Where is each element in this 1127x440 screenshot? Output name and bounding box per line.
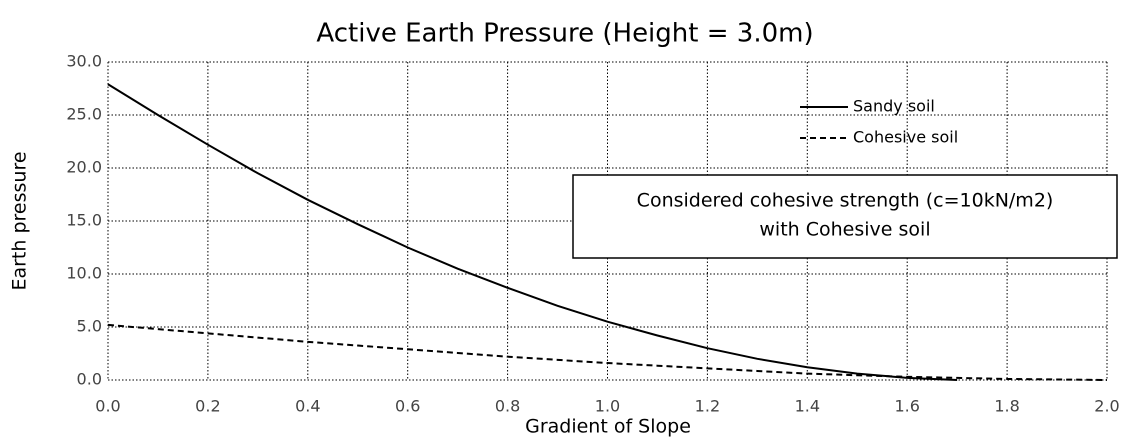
y-tick-label: 30.0 [66, 52, 102, 71]
x-tick-label: 0.8 [495, 397, 520, 416]
x-tick-label: 1.0 [595, 397, 620, 416]
x-tick-label: 0.4 [295, 397, 320, 416]
legend-label: Cohesive soil [853, 128, 958, 147]
y-tick-label: 0.0 [77, 370, 102, 389]
y-tick-label: 20.0 [66, 158, 102, 177]
x-tick-label: 0.6 [395, 397, 420, 416]
annotation-box [572, 174, 1118, 259]
annotation-text: with Cohesive soil [759, 219, 930, 241]
y-tick-label: 15.0 [66, 211, 102, 230]
x-tick-label: 0.0 [95, 397, 120, 416]
legend-label: Sandy soil [853, 97, 935, 116]
x-tick-label: 2.0 [1094, 397, 1119, 416]
y-tick-label: 5.0 [77, 317, 102, 336]
data-line [107, 83, 958, 381]
y-tick-label: 25.0 [66, 105, 102, 124]
x-tick-label: 1.8 [994, 397, 1019, 416]
chart-title: Active Earth Pressure (Height = 3.0m) [316, 19, 813, 49]
y-tick-label: 10.0 [66, 264, 102, 283]
annotation-text: Considered cohesive strength (c=10kN/m2) [637, 190, 1054, 212]
x-tick-label: 1.4 [795, 397, 820, 416]
y-axis-label: Earth pressure [9, 151, 31, 290]
x-axis-label: Gradient of Slope [525, 416, 691, 438]
x-tick-label: 1.2 [695, 397, 720, 416]
x-tick-label: 0.2 [195, 397, 220, 416]
x-tick-label: 1.6 [894, 397, 919, 416]
data-line [107, 323, 1108, 381]
